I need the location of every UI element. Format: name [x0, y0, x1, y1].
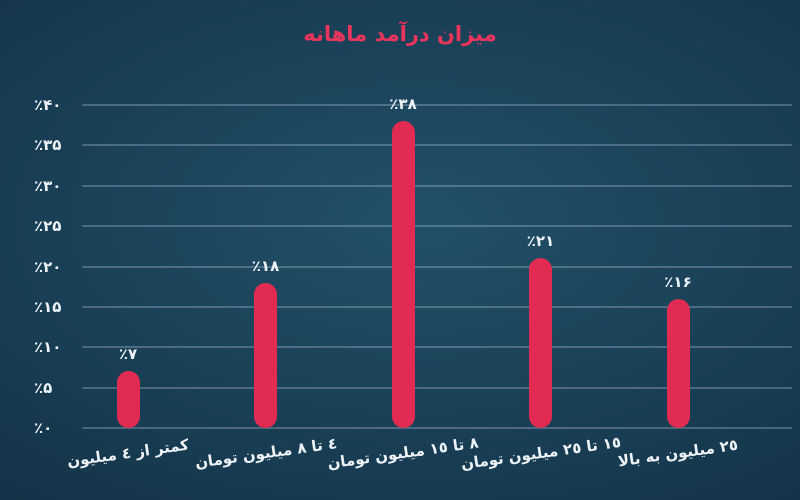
gridline [82, 427, 792, 429]
y-axis-tick-label: ٪۰ [34, 419, 53, 437]
gridline [82, 144, 792, 147]
gridline [82, 265, 792, 268]
chart-title: میزان درآمد ماهانه [303, 22, 497, 46]
bar [391, 121, 415, 428]
bar-value-label: ٪۷ [118, 345, 138, 364]
bar [666, 298, 690, 428]
gridline [82, 225, 792, 228]
bar-value-label: ٪۳۸ [389, 95, 417, 114]
y-axis-tick-label: ٪۴۰ [34, 96, 62, 114]
bar [529, 258, 552, 428]
y-axis-tick-label: ٪۳۵ [34, 136, 62, 155]
bar-value-label: ٪۱۶ [664, 272, 692, 291]
gridline [82, 386, 792, 389]
y-axis-tick-label: ٪۲۰ [34, 257, 62, 276]
bar [116, 371, 140, 428]
gridline [82, 346, 792, 349]
y-axis-tick-label: ٪۲۵ [34, 217, 62, 236]
gridline [82, 305, 792, 308]
y-axis-tick-label: ٪۱۰ [34, 338, 62, 357]
y-axis-tick-label: ٪۵ [34, 378, 53, 397]
gridline [82, 184, 792, 187]
y-axis-tick-label: ٪۳۰ [34, 176, 62, 195]
gridline [82, 104, 792, 106]
bar-value-label: ٪۲۱ [526, 232, 555, 251]
bar-value-label: ٪۱۸ [251, 256, 280, 275]
bar [254, 282, 277, 428]
y-axis-tick-label: ٪۱۵ [34, 297, 62, 316]
